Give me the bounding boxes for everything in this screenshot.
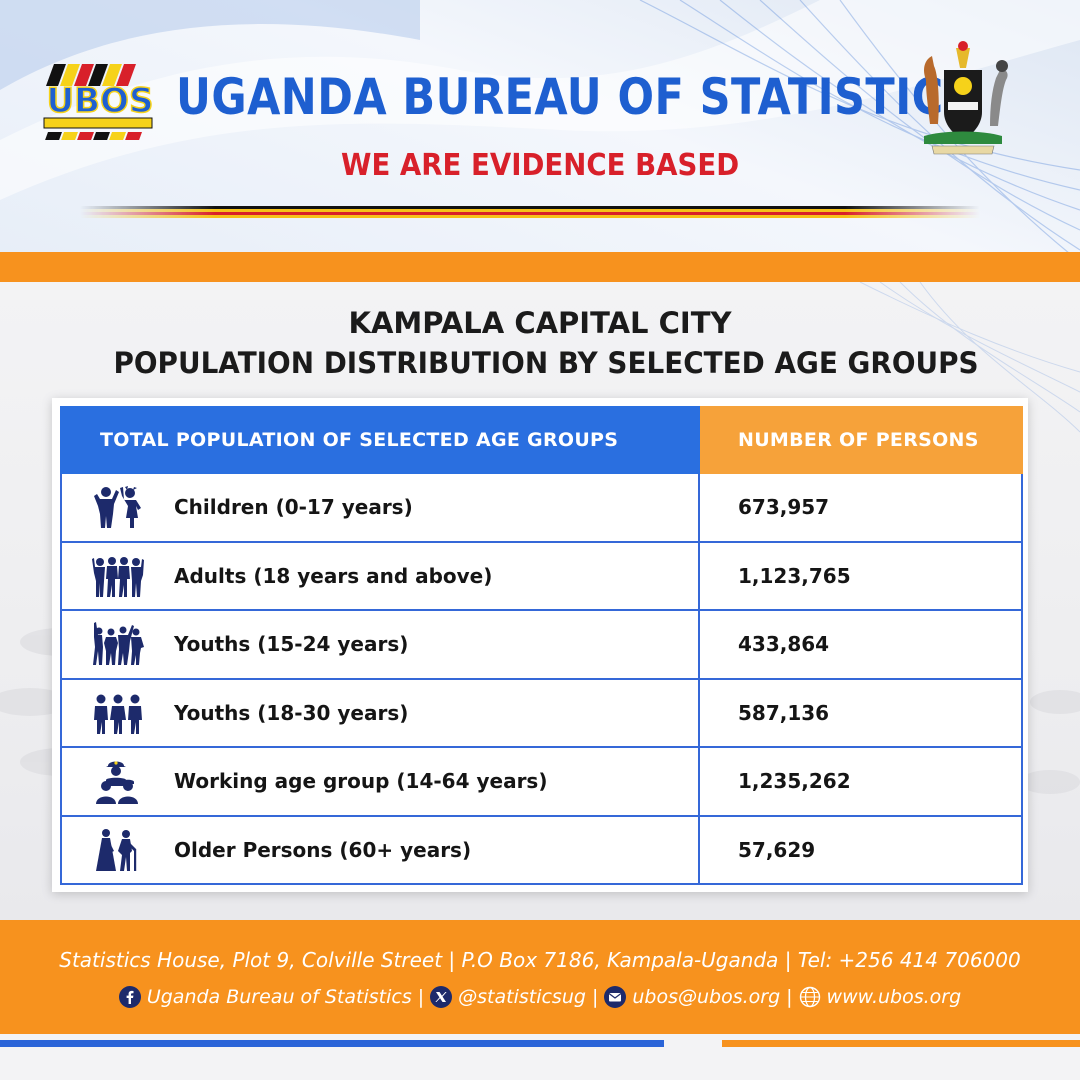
email-link[interactable]: ubos@ubos.org <box>632 986 781 1008</box>
logo-text: UBOS <box>47 81 154 121</box>
footer-address: Statistics House, Plot 9, Colville Stree… <box>59 948 1021 972</box>
tagline: WE ARE EVIDENCE BASED <box>341 148 740 183</box>
table-row: Children (0-17 years) 673,957 <box>60 472 1023 543</box>
coat-of-arms-emblem <box>924 41 1008 155</box>
ubos-logo: UBOS <box>43 64 154 140</box>
age-group-cell: Youths (18-30 years) <box>60 677 700 748</box>
bottom-blue-bar <box>0 1040 664 1047</box>
facebook-link[interactable]: Uganda Bureau of Statistics <box>146 986 412 1008</box>
age-group-cell: Older Persons (60+ years) <box>60 814 700 885</box>
table-row: Youths (18-30 years) 587,136 <box>60 677 1023 748</box>
adults-icon <box>92 556 144 597</box>
organization-title: UGANDA BUREAU OF STATISTICS <box>176 68 976 126</box>
header-orange-band <box>0 252 1080 282</box>
age-group-cell: Adults (18 years and above) <box>60 540 700 611</box>
persons-value: 1,235,262 <box>698 746 1023 817</box>
age-group-cell: Youths (15-24 years) <box>60 609 700 680</box>
column-header-age-group: TOTAL POPULATION OF SELECTED AGE GROUPS <box>60 406 700 474</box>
age-group-cell: Children (0-17 years) <box>60 472 700 543</box>
older-persons-icon <box>96 828 137 871</box>
table-row: Adults (18 years and above) 1,123,765 <box>60 540 1023 611</box>
header-wave-decoration <box>0 0 1080 252</box>
website-link[interactable]: www.ubos.org <box>826 986 962 1008</box>
youths-group-icon <box>94 694 142 734</box>
workers-icon <box>96 761 138 805</box>
header-banner: UBOS UGANDA BUREAU OF STATISTICS WE ARE … <box>0 0 1080 252</box>
footer-contacts: Uganda Bureau of Statistics | @statistic… <box>0 986 1080 1008</box>
table-row: Working age group (14-64 years) 1,235,26… <box>60 746 1023 817</box>
persons-value: 1,123,765 <box>698 540 1023 611</box>
facebook-icon[interactable] <box>118 986 141 1008</box>
bottom-color-strip <box>0 1034 1080 1080</box>
persons-value: 673,957 <box>698 472 1023 543</box>
age-group-label: Adults (18 years and above) <box>174 563 493 588</box>
youths-dancing-icon <box>93 622 144 666</box>
column-header-persons: NUMBER OF PERSONS <box>698 406 1023 474</box>
age-group-label: Working age group (14-64 years) <box>174 769 548 794</box>
age-group-label: Children (0-17 years) <box>174 495 413 520</box>
persons-value: 587,136 <box>698 677 1023 748</box>
separator: | <box>786 986 793 1008</box>
globe-icon[interactable] <box>799 986 821 1008</box>
page-title-subject: POPULATION DISTRIBUTION BY SELECTED AGE … <box>113 346 979 380</box>
table-row: Youths (15-24 years) 433,864 <box>60 609 1023 680</box>
separator: | <box>591 986 599 1008</box>
separator: | <box>417 986 425 1008</box>
age-group-label: Youths (18-30 years) <box>174 700 409 725</box>
age-group-label: Youths (15-24 years) <box>174 632 409 657</box>
page-title-city: KAMPALA CAPITAL CITY <box>348 306 732 340</box>
table-row: Older Persons (60+ years) 57,629 <box>60 814 1023 885</box>
persons-value: 57,629 <box>698 814 1023 885</box>
twitter-link[interactable]: @statisticsug <box>458 986 586 1008</box>
persons-value: 433,864 <box>698 609 1023 680</box>
email-icon[interactable] <box>604 986 627 1008</box>
children-icon <box>94 486 141 529</box>
x-twitter-icon[interactable] <box>430 986 453 1008</box>
age-group-cell: Working age group (14-64 years) <box>60 746 700 817</box>
table-header-row: TOTAL POPULATION OF SELECTED AGE GROUPS … <box>60 406 1023 474</box>
flag-colors-divider <box>80 206 980 218</box>
age-group-label: Older Persons (60+ years) <box>174 837 472 862</box>
population-table: TOTAL POPULATION OF SELECTED AGE GROUPS … <box>60 406 1023 885</box>
bottom-orange-bar <box>722 1040 1080 1047</box>
footer: Statistics House, Plot 9, Colville Stree… <box>0 920 1080 1034</box>
